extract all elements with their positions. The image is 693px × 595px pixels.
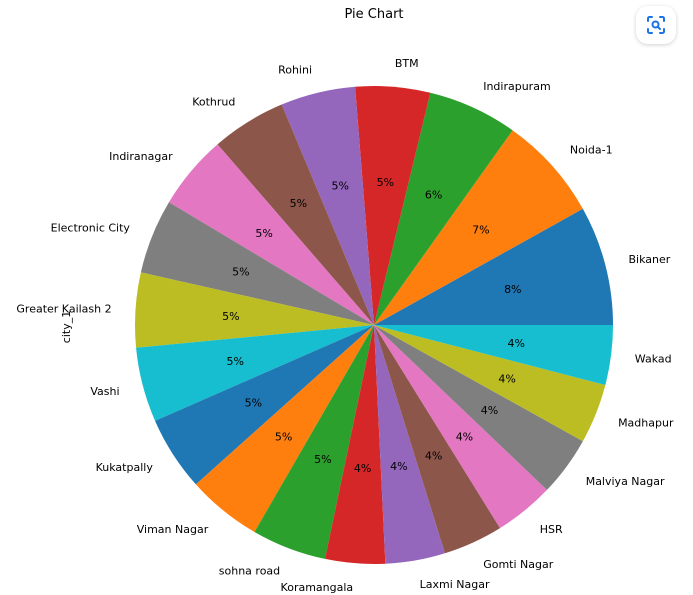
slice-label-madhapur: Madhapur: [618, 417, 674, 430]
pct-label-noida-1: 7%: [472, 223, 489, 236]
pie-slice-indirapuram: [374, 92, 513, 326]
slice-label-kukatpally: Kukatpally: [96, 461, 154, 474]
scan-button[interactable]: [636, 6, 676, 44]
pct-label-vashi: 5%: [226, 355, 243, 368]
pie-slice-bikaner: [374, 208, 613, 325]
pie-slice-viman-nagar: [195, 325, 374, 532]
slice-label-btm: BTM: [395, 57, 419, 70]
pie-slice-gomti-nagar: [374, 325, 501, 554]
pct-label-kukatpally: 5%: [245, 397, 262, 410]
pct-label-malviya-nagar: 4%: [481, 404, 498, 417]
pie-slice-vashi: [136, 325, 374, 421]
pct-label-viman-nagar: 5%: [275, 430, 292, 443]
slice-label-greater-kailash-2: Greater Kailash 2: [16, 302, 111, 315]
slice-label-indiranagar: Indiranagar: [109, 150, 173, 163]
pct-label-indiranagar: 5%: [255, 227, 272, 240]
scan-icon: [647, 16, 665, 34]
pct-label-laxmi-nagar: 4%: [390, 460, 407, 473]
slice-label-vashi: Vashi: [90, 385, 119, 398]
pie-slice-koramangala: [325, 325, 386, 564]
pct-label-kothrud: 5%: [290, 197, 307, 210]
slice-label-malviya-nagar: Malviya Nagar: [586, 475, 665, 488]
pie-slice-hsr: [374, 325, 547, 529]
slice-label-rohini: Rohini: [278, 64, 312, 77]
slice-label-hsr: HSR: [540, 523, 563, 536]
pie-slice-electronic-city: [140, 202, 374, 325]
pie-slices: [135, 86, 613, 564]
pie-slice-sohna-road: [254, 325, 374, 559]
slice-label-wakad: Wakad: [635, 352, 672, 365]
pct-label-indirapuram: 6%: [425, 189, 442, 202]
pct-label-electronic-city: 5%: [232, 266, 249, 279]
pie-slice-indiranagar: [168, 144, 374, 325]
slice-label-bikaner: Bikaner: [628, 253, 670, 266]
pct-label-gomti-nagar: 4%: [425, 449, 442, 462]
slice-label-gomti-nagar: Gomti Nagar: [483, 558, 554, 571]
slice-label-sohna-road: sohna road: [219, 565, 280, 578]
slice-label-indirapuram: Indirapuram: [483, 80, 550, 93]
pie-slice-kothrud: [217, 104, 374, 325]
pie-slice-btm: [355, 86, 431, 325]
pct-label-hsr: 4%: [456, 430, 473, 443]
pct-label-sohna-road: 5%: [314, 453, 331, 466]
pie-slice-greater-kailash-2: [135, 272, 374, 348]
pct-label-wakad: 4%: [508, 337, 525, 350]
pie-slice-kukatpally: [155, 325, 374, 485]
pct-label-rohini: 5%: [331, 180, 348, 193]
pct-label-koramangala: 4%: [354, 462, 371, 475]
pct-label-bikaner: 8%: [504, 283, 521, 296]
pie-slice-malviya-nagar: [374, 325, 583, 490]
pie-slice-noida-1: [374, 130, 583, 325]
y-axis-label: city_1: [60, 311, 73, 343]
slice-label-noida-1: Noida-1: [570, 144, 613, 157]
slice-label-koramangala: Koramangala: [281, 581, 354, 594]
slice-label-kothrud: Kothrud: [192, 96, 235, 109]
pie-labels: 8% Bikaner 7% Noida-1 6% Indirapuram 5% BTM 5% Ro…: [16, 57, 674, 594]
slice-label-viman-nagar: Viman Nagar: [137, 523, 209, 536]
slice-label-laxmi-nagar: Laxmi Nagar: [420, 578, 490, 591]
pct-label-greater-kailash-2: 5%: [222, 310, 239, 323]
chart-title: Pie Chart: [344, 7, 403, 22]
pct-label-btm: 5%: [377, 176, 394, 189]
pie-slice-madhapur: [374, 325, 606, 442]
pie-slice-rohini: [281, 86, 374, 325]
pie-slice-laxmi-nagar: [374, 325, 445, 564]
pct-label-madhapur: 4%: [498, 372, 515, 385]
pie-slice-wakad: [374, 325, 613, 386]
slice-label-electronic-city: Electronic City: [51, 221, 131, 234]
